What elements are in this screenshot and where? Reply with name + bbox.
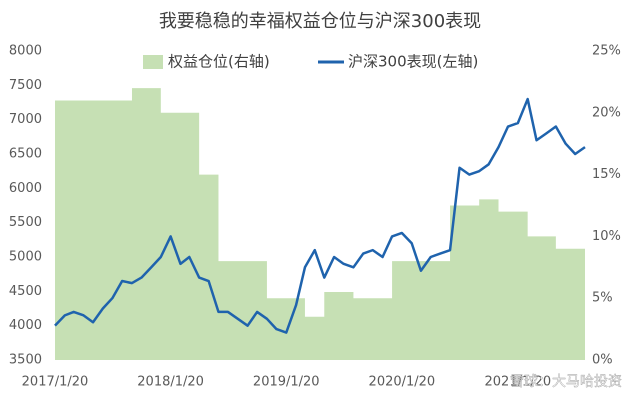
y-tick-label: 4500 — [9, 284, 42, 299]
x-tick-label: 2017/1/20 — [22, 375, 89, 390]
x-tick-label: 2018/1/20 — [137, 375, 204, 390]
legend-swatch — [143, 55, 163, 69]
y2-tick-label: 5% — [592, 291, 613, 306]
legend-label: 权益仓位(右轴) — [168, 53, 270, 71]
watermark: 雪球：大马哈投资 — [510, 374, 622, 390]
y2-tick-label: 15% — [592, 167, 621, 182]
legend-label: 沪深300表现(左轴) — [348, 53, 478, 71]
x-tick-label: 2019/1/20 — [253, 375, 320, 390]
y-tick-label: 5000 — [9, 250, 42, 265]
y-tick-label: 6000 — [9, 181, 42, 196]
line — [54, 97, 586, 334]
y-tick-label: 6500 — [9, 147, 42, 162]
x-tick-label: 2020/1/20 — [369, 375, 436, 390]
y-tick-label: 7500 — [9, 78, 42, 93]
y2-tick-label: 0% — [592, 353, 613, 368]
area — [55, 88, 585, 360]
y-tick-label: 7000 — [9, 112, 42, 127]
y2-tick-label: 20% — [592, 105, 621, 120]
y2-tick-label: 25% — [592, 44, 621, 59]
y2-tick-label: 10% — [592, 229, 621, 244]
x-tick-label: 2021/1/20 — [485, 375, 552, 390]
y-tick-label: 3500 — [9, 353, 42, 368]
chart-title: 我要稳稳的幸福权益仓位与沪深300表现 — [159, 11, 481, 32]
y-tick-label: 4000 — [9, 318, 42, 333]
y-tick-label: 5500 — [9, 215, 42, 230]
y-tick-label: 8000 — [9, 44, 42, 59]
